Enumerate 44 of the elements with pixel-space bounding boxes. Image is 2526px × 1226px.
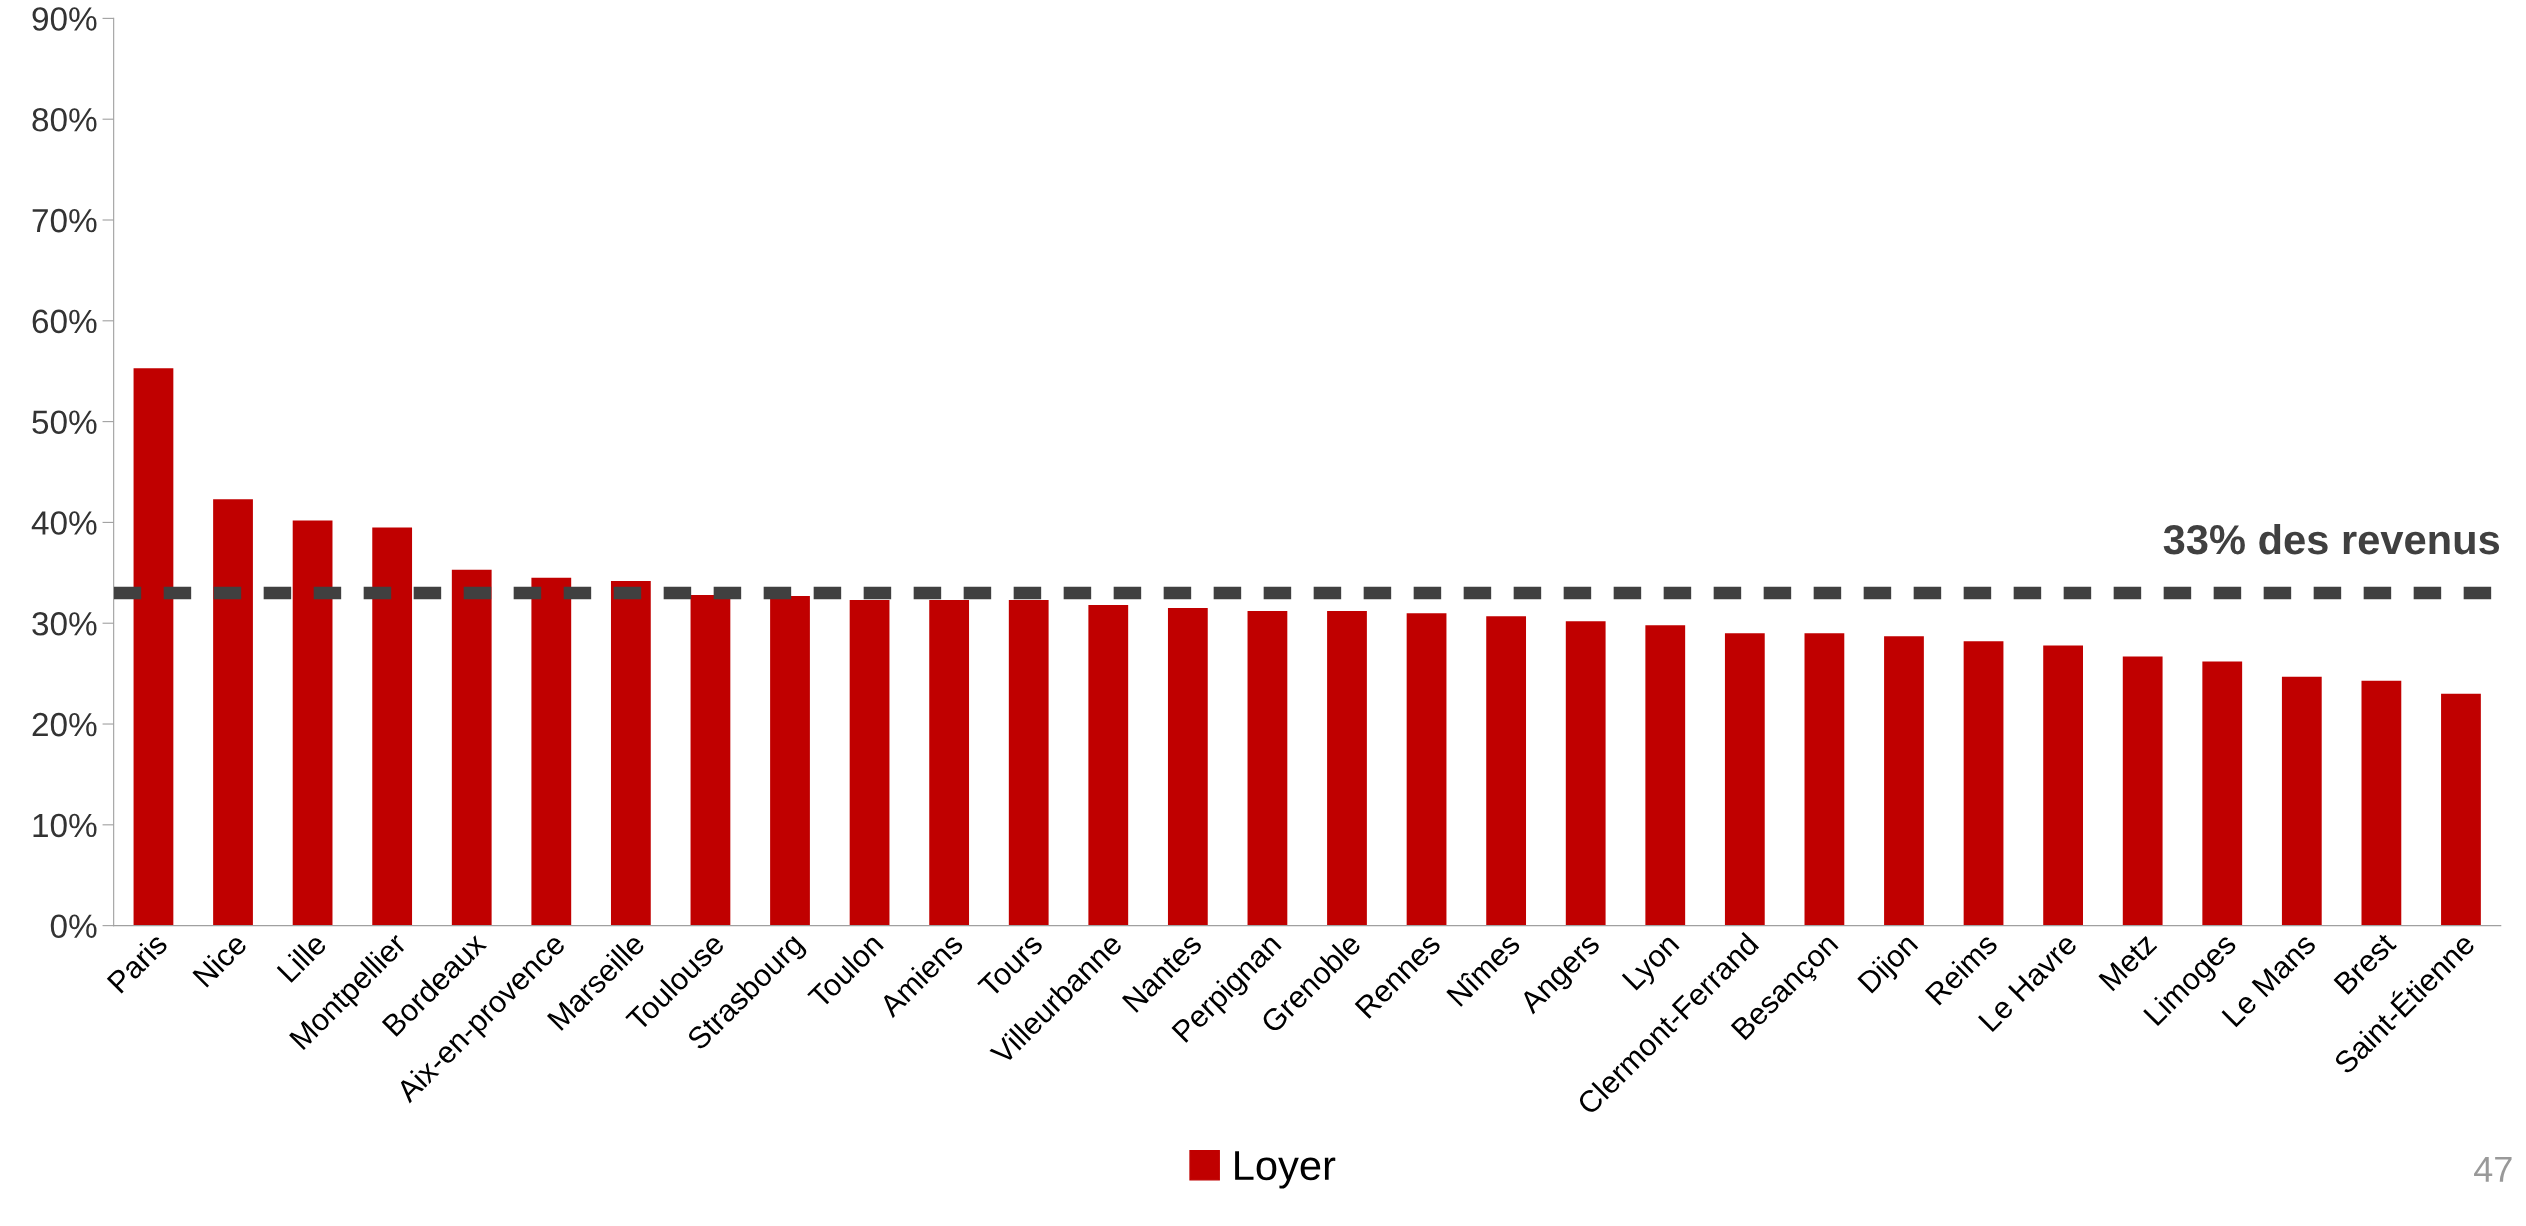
y-tick-label: 10% <box>33 813 97 838</box>
y-tick-label: 70% <box>32 208 97 233</box>
bar <box>2043 645 2083 926</box>
y-tick-label: 0% <box>50 914 97 939</box>
bar <box>2122 656 2163 926</box>
y-tick-label: 50% <box>32 410 97 435</box>
bar <box>133 368 174 926</box>
y-tick-label: 60% <box>32 309 97 334</box>
bar <box>1167 608 1208 926</box>
y-tick-label: 90% <box>32 7 97 31</box>
bar <box>1884 636 1924 926</box>
bar <box>531 577 572 926</box>
bar <box>2281 676 2322 926</box>
bar <box>1088 605 1129 926</box>
bar <box>1327 611 1367 926</box>
bar <box>292 520 333 926</box>
text: 47 <box>2474 1156 2512 1182</box>
bar <box>610 580 651 926</box>
y-tick-label: 40% <box>31 511 97 535</box>
bar <box>849 600 890 926</box>
bar <box>1724 633 1765 926</box>
bar <box>213 499 253 926</box>
bar <box>1247 611 1288 926</box>
bar <box>2441 693 2481 926</box>
bar <box>1565 621 1606 926</box>
y-tick-label: 30% <box>32 612 97 636</box>
x-tick-label: Nice <box>191 931 248 988</box>
y-tick-label: 20% <box>32 712 97 737</box>
bar <box>2202 661 2243 926</box>
bar <box>1008 600 1049 926</box>
bar <box>1486 616 1527 926</box>
bar <box>929 600 970 926</box>
bar <box>1963 641 2004 926</box>
bar <box>1645 625 1686 926</box>
bar <box>770 596 810 926</box>
ref-line-label: 33% des revenus <box>2163 523 2500 555</box>
bar <box>1804 633 1845 926</box>
bar <box>372 527 413 926</box>
bar <box>451 569 492 926</box>
bar <box>1406 613 1447 926</box>
bar <box>2361 680 2402 926</box>
y-tick-label: 80% <box>32 108 97 132</box>
legend-label: Loyer <box>1235 1151 1336 1189</box>
bar <box>690 594 731 926</box>
